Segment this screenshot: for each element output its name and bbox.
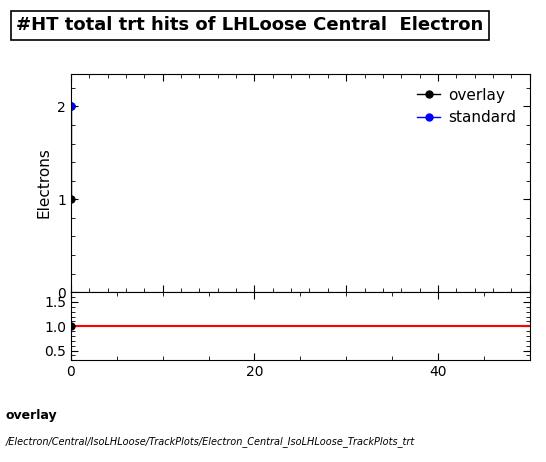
Y-axis label: Electrons: Electrons	[37, 147, 52, 219]
overlay	[68, 196, 74, 202]
Text: overlay: overlay	[5, 409, 57, 422]
Text: /Electron/Central/IsoLHLoose/TrackPlots/Electron_Central_IsoLHLoose_TrackPlots_t: /Electron/Central/IsoLHLoose/TrackPlots/…	[5, 437, 415, 448]
Line: overlay: overlay	[68, 103, 74, 203]
Text: #HT total trt hits of LHLoose Central  Electron: #HT total trt hits of LHLoose Central El…	[16, 16, 484, 34]
overlay	[68, 103, 74, 109]
Legend: overlay, standard: overlay, standard	[411, 82, 522, 131]
